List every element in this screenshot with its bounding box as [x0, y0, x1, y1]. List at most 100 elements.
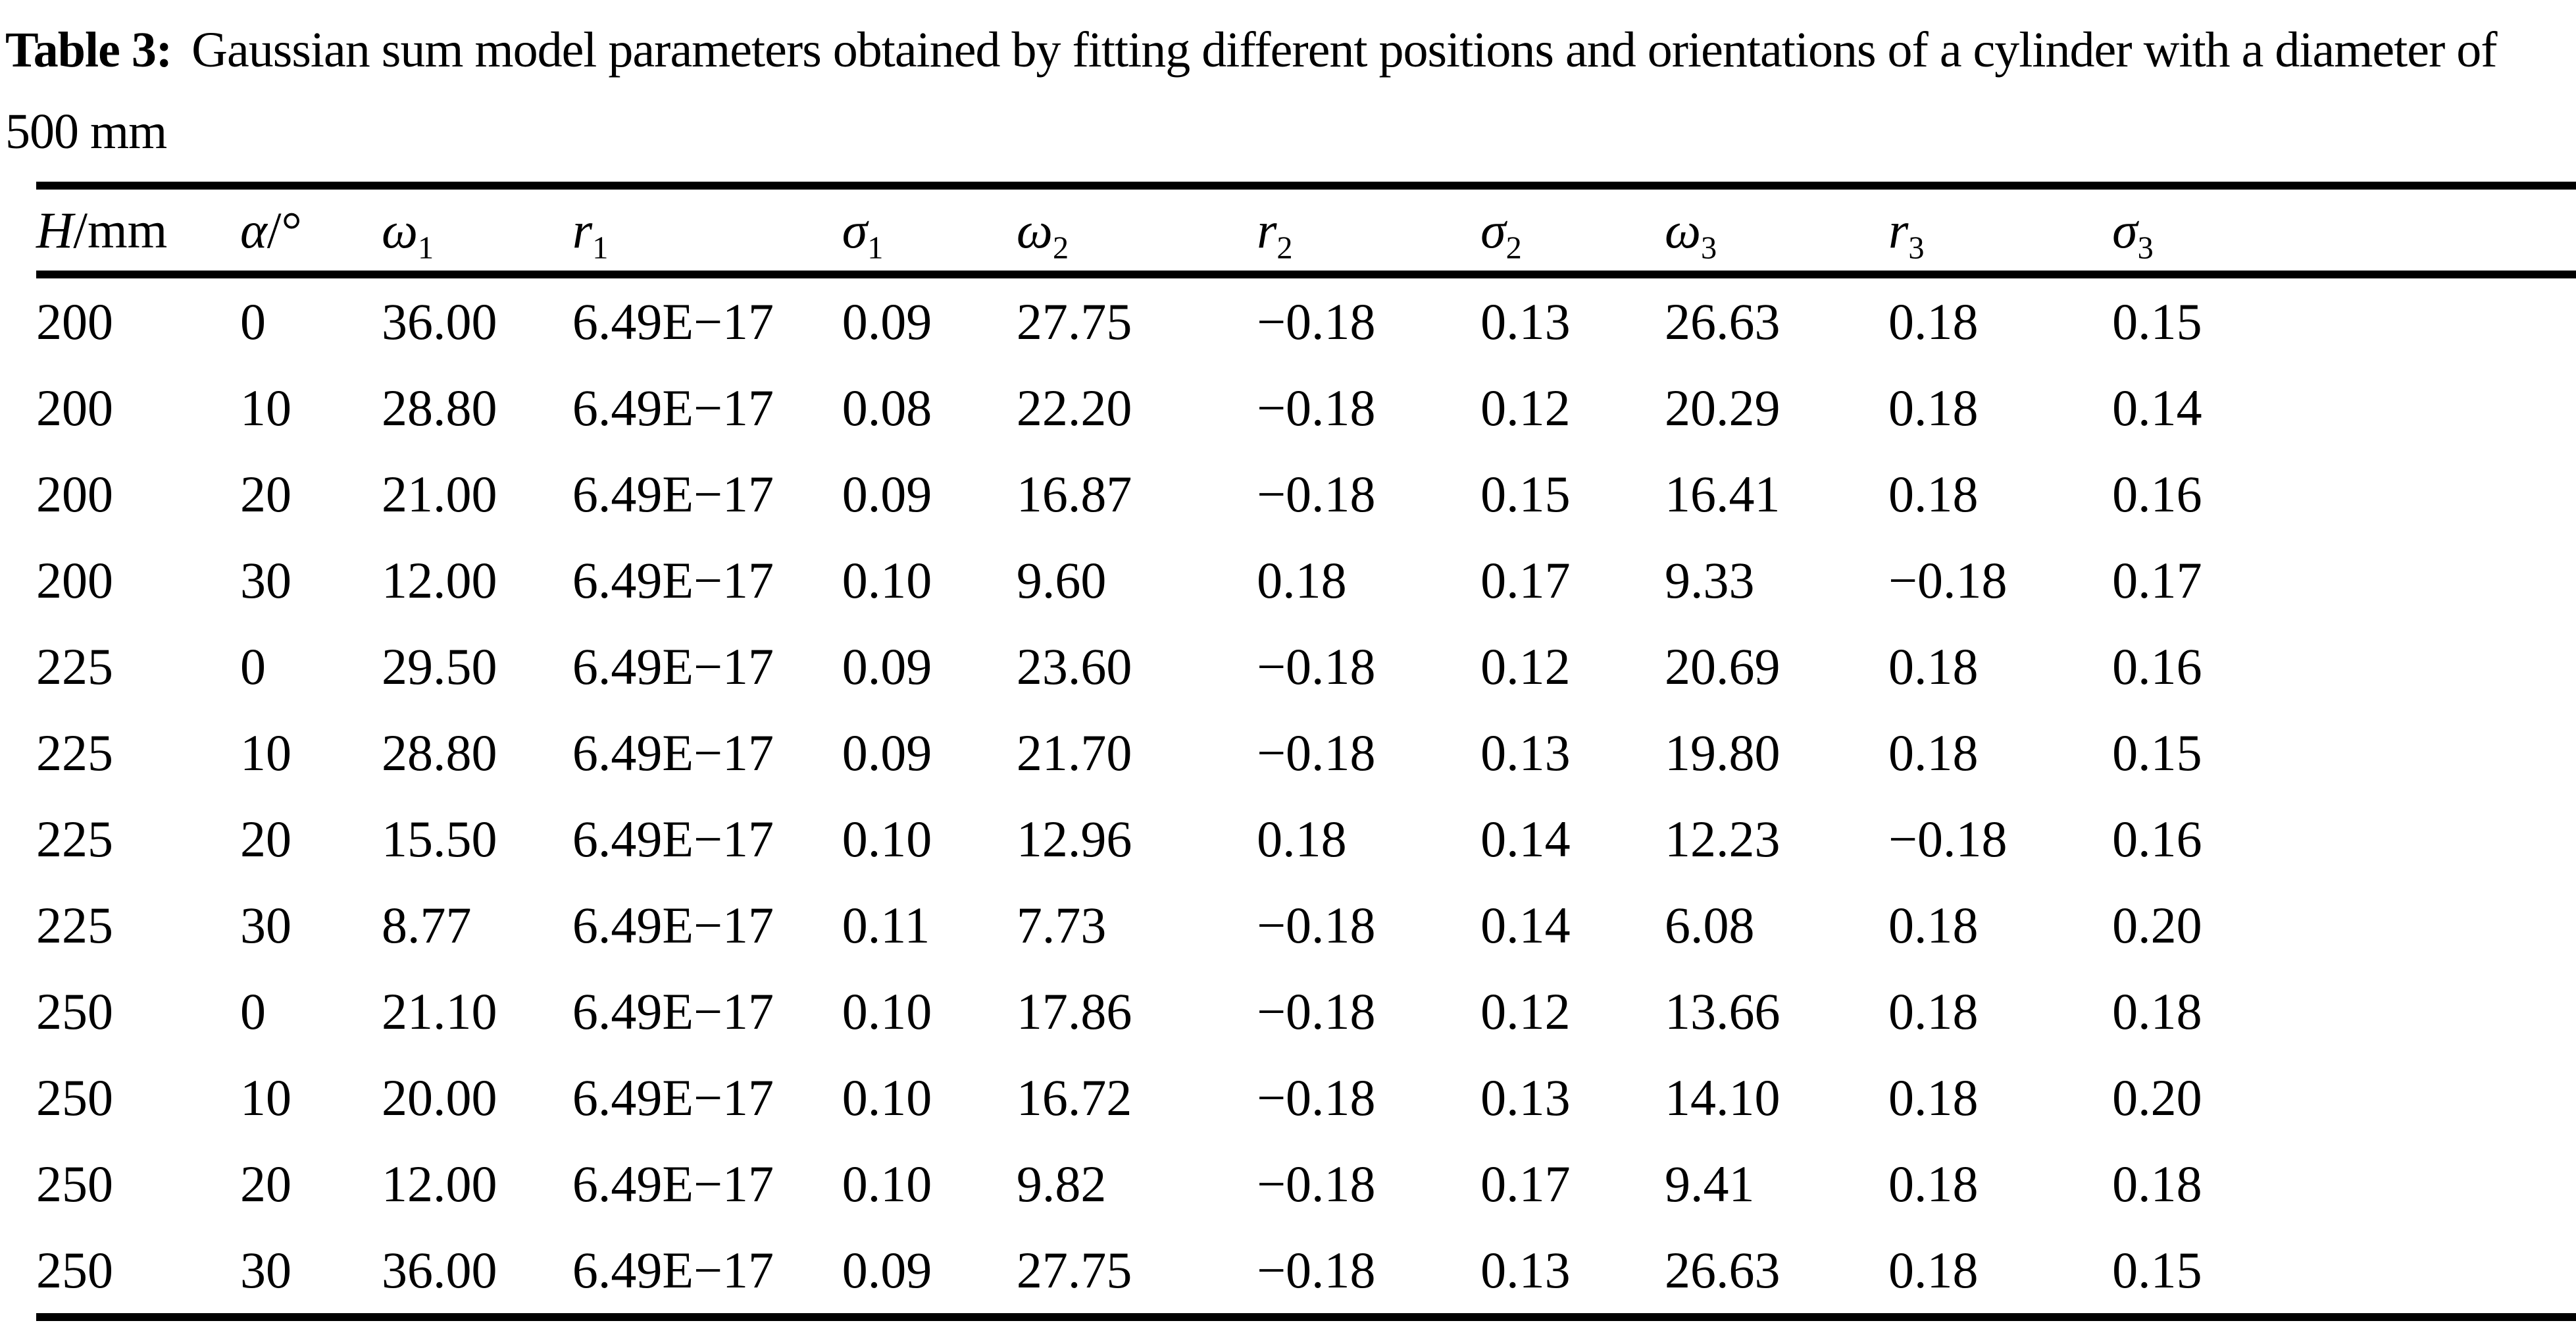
table-cell: 0.16 [2112, 810, 2202, 868]
table-cell: 0.12 [1480, 637, 1571, 695]
table-cell: 6.49E−17 [572, 810, 774, 868]
table-cell: 0.14 [1480, 810, 1571, 868]
table-cell: 13.66 [1664, 982, 1780, 1040]
table-cell: 0.20 [2112, 1068, 2202, 1126]
table-cell: 6.49E−17 [572, 723, 774, 781]
table-cell: 0.18 [1888, 292, 1979, 350]
column-header-omega-2: ω2 [1016, 201, 1069, 266]
table-cell: 30 [240, 551, 291, 609]
table-cell: 0.09 [842, 1241, 932, 1299]
table-cell: 9.33 [1664, 551, 1755, 609]
table-row: 250 20 12.00 6.49E−17 0.10 9.82 −0.18 0.17 9.41 0… [36, 1141, 2576, 1227]
table-cell: −0.18 [1257, 1154, 1376, 1212]
table-cell: 0.16 [2112, 637, 2202, 695]
table-cell: 15.50 [381, 810, 497, 868]
table-cell: 21.00 [381, 465, 497, 523]
table-cell: 26.63 [1664, 292, 1780, 350]
table-cell: 30 [240, 896, 291, 954]
column-header-sigma-2: σ2 [1480, 201, 1522, 266]
table-cell: 16.72 [1016, 1068, 1132, 1126]
column-header-sigma-1: σ1 [842, 201, 884, 266]
table-cell: 0.12 [1480, 378, 1571, 436]
table-cell: 8.77 [381, 896, 472, 954]
table-cell: −0.18 [1257, 378, 1376, 436]
column-header-r-1: r1 [572, 201, 609, 266]
table-cell: 0 [240, 292, 266, 350]
table-cell: 0.18 [1888, 465, 1979, 523]
table-row: 225 30 8.77 6.49E−17 0.11 7.73 −0.18 0.14 6.08 0.… [36, 882, 2576, 968]
table-cell: 225 [36, 723, 113, 781]
table-cell: 0.18 [1888, 1241, 1979, 1299]
table-container: H/mm α/° ω1 r1 σ1 ω2 r2 σ2 ω3 r3 σ3 200 0 36.00 6.49E… [0, 182, 2576, 1321]
table-cell: 36.00 [381, 292, 497, 350]
table-row: 200 30 12.00 6.49E−17 0.10 9.60 0.18 0.17 9.33 −0… [36, 537, 2576, 623]
table-cell: 225 [36, 637, 113, 695]
table-cell: 0.15 [1480, 465, 1571, 523]
table-cell: 12.96 [1016, 810, 1132, 868]
table-cell: 0.09 [842, 723, 932, 781]
table-cell: 27.75 [1016, 1241, 1132, 1299]
table-cell: 0.20 [2112, 896, 2202, 954]
table-cell: 0.17 [1480, 551, 1571, 609]
table-cell: 0.13 [1480, 1068, 1571, 1126]
table-cell: 36.00 [381, 1241, 497, 1299]
table-cell: −0.18 [1257, 896, 1376, 954]
table-header-row: H/mm α/° ω1 r1 σ1 ω2 r2 σ2 ω3 r3 σ3 [36, 186, 2576, 274]
table-cell: 200 [36, 465, 113, 523]
column-header-sigma-3: σ3 [2112, 201, 2154, 266]
table-cell: −0.18 [1257, 465, 1376, 523]
table-cell: 0.12 [1480, 982, 1571, 1040]
table-cell: 0.16 [2112, 465, 2202, 523]
table-cell: 0.11 [842, 896, 930, 954]
table-cell: 20 [240, 810, 291, 868]
table-cell: 0.18 [1888, 1068, 1979, 1126]
table-cell: 6.49E−17 [572, 982, 774, 1040]
table-cell: 0 [240, 982, 266, 1040]
table-cell: 16.87 [1016, 465, 1132, 523]
table-cell: 6.49E−17 [572, 1241, 774, 1299]
table-cell: 6.49E−17 [572, 292, 774, 350]
table-cell: 6.49E−17 [572, 637, 774, 695]
table-cell: 27.75 [1016, 292, 1132, 350]
table-cell: 0.10 [842, 1154, 932, 1212]
table-row: 250 30 36.00 6.49E−17 0.09 27.75 −0.18 0.13 26.6… [36, 1227, 2576, 1317]
table-cell: 12.00 [381, 551, 497, 609]
table-cell: 10 [240, 1068, 291, 1126]
table-cell: 20 [240, 1154, 291, 1212]
table-cell: 0.18 [1888, 378, 1979, 436]
table-row: 200 0 36.00 6.49E−17 0.09 27.75 −0.18 0.13 26.63… [36, 274, 2576, 365]
table-cell: 22.20 [1016, 378, 1132, 436]
table-cell: 0.18 [1888, 896, 1979, 954]
column-header-alpha-deg: α/° [240, 201, 302, 259]
table-cell: 0.18 [1888, 1154, 1979, 1212]
column-header-r-2: r2 [1257, 201, 1293, 266]
parameters-table: H/mm α/° ω1 r1 σ1 ω2 r2 σ2 ω3 r3 σ3 200 0 36.00 6.49E… [36, 182, 2576, 1321]
table-cell: 0.18 [2112, 1154, 2202, 1212]
table-cell: 14.10 [1664, 1068, 1780, 1126]
table-cell: 225 [36, 810, 113, 868]
table-cell: 0.18 [1257, 551, 1347, 609]
table-cell: 250 [36, 1068, 113, 1126]
column-header-r-3: r3 [1888, 201, 1925, 266]
table-caption-label: Table 3: [5, 22, 172, 78]
table-row: 250 10 20.00 6.49E−17 0.10 16.72 −0.18 0.13 14.1… [36, 1054, 2576, 1141]
table-cell: 0.10 [842, 551, 932, 609]
table-caption: Table 3: Gaussian sum model parameters ob… [0, 0, 2576, 172]
table-cell: 0.13 [1480, 723, 1571, 781]
table-cell: 200 [36, 378, 113, 436]
table-cell: 9.82 [1016, 1154, 1107, 1212]
table-cell: 0.13 [1480, 1241, 1571, 1299]
table-cell: 0.18 [2112, 982, 2202, 1040]
table-cell: 7.73 [1016, 896, 1107, 954]
table-cell: −0.18 [1257, 637, 1376, 695]
table-cell: 19.80 [1664, 723, 1780, 781]
table-cell: 28.80 [381, 723, 497, 781]
table-cell: 0.15 [2112, 1241, 2202, 1299]
table-cell: 12.23 [1664, 810, 1780, 868]
table-cell: 0.15 [2112, 292, 2202, 350]
table-cell: 0.14 [2112, 378, 2202, 436]
table-cell: 9.41 [1664, 1154, 1755, 1212]
table-cell: 0.15 [2112, 723, 2202, 781]
table-cell: 0.09 [842, 637, 932, 695]
